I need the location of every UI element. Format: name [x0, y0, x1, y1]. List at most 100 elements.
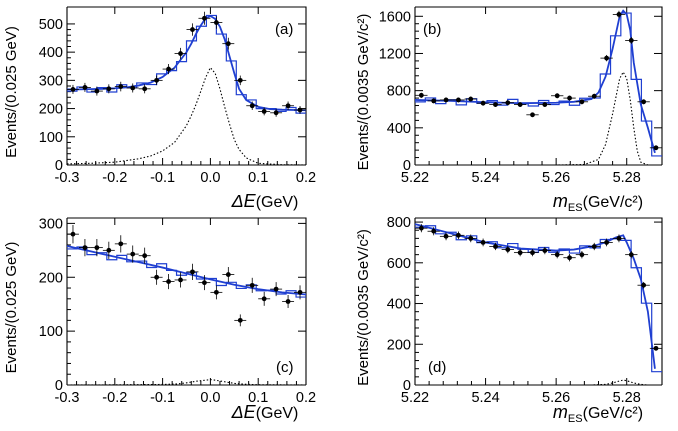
panel-label: (c): [276, 359, 294, 376]
data-marker: [118, 241, 124, 247]
y-tick-label: 400: [387, 121, 411, 137]
mc-histogram: [67, 14, 306, 114]
data-marker: [604, 240, 610, 245]
x-axis-title: mES(GeV/c²): [553, 402, 643, 425]
data-marker: [225, 41, 231, 47]
y-tick-label: 1600: [379, 9, 411, 25]
y-tick-label: 500: [39, 17, 63, 33]
y-axis-title: Events/(0.0035 GeV/c²): [355, 229, 372, 386]
data-marker: [418, 225, 424, 231]
data-point: [563, 95, 576, 101]
data-marker: [106, 86, 112, 92]
data-point: [246, 277, 259, 293]
data-marker: [480, 100, 486, 106]
x-axis-title: mES(GeV/c²): [553, 191, 643, 214]
data-marker: [443, 97, 449, 103]
data-point: [186, 263, 199, 280]
data-marker: [273, 286, 279, 292]
data-point: [501, 100, 514, 106]
data-point: [476, 100, 490, 106]
panel-label: (a): [275, 21, 293, 38]
data-point: [90, 239, 103, 257]
panel-label: (b): [423, 21, 441, 38]
x-tick-label: 5.24: [471, 390, 499, 406]
data-marker: [468, 96, 474, 102]
data-point: [78, 239, 91, 257]
data-marker: [591, 244, 597, 249]
mc-histogram: [415, 225, 662, 373]
frame-top-right: [415, 6, 663, 165]
data-point: [563, 254, 576, 262]
data-point: [588, 242, 601, 251]
data-point: [102, 241, 115, 259]
y-tick-label: 100: [39, 324, 63, 340]
data-point: [637, 99, 650, 105]
data-marker: [567, 255, 572, 261]
data-point: [246, 101, 259, 110]
data-marker: [94, 245, 100, 251]
data-marker: [142, 253, 148, 259]
frame-top-right: [415, 217, 663, 385]
data-marker: [297, 107, 303, 113]
data-marker: [213, 20, 219, 25]
data-marker: [591, 93, 597, 99]
data-marker: [178, 277, 183, 283]
data-marker: [604, 55, 610, 61]
data-point: [538, 102, 552, 107]
x-tick-label: 5.24: [471, 170, 499, 186]
data-point: [489, 102, 502, 107]
data-point: [464, 234, 477, 243]
data-point: [501, 245, 514, 254]
data-marker: [261, 296, 267, 302]
data-marker: [468, 235, 474, 241]
y-tick-label: 200: [39, 270, 63, 286]
fit-total-curve: [66, 245, 307, 296]
data-point: [427, 98, 440, 104]
x-tick-label: -0.2: [102, 170, 127, 186]
data-marker: [225, 272, 231, 277]
data-marker: [641, 282, 647, 288]
data-marker: [628, 252, 634, 258]
data-marker: [130, 251, 136, 257]
data-point: [270, 108, 283, 117]
x-tick-label: -0.3: [55, 170, 80, 186]
data-marker: [542, 248, 548, 253]
data-point: [649, 145, 663, 151]
y-tick-label: 300: [39, 216, 63, 232]
data-marker: [530, 250, 535, 256]
data-point: [174, 47, 187, 60]
panel-c: -0.3 -0.2 -0.1 0.0 0.1 0.2 0 100 200 300 Events/(0…: [3, 216, 316, 422]
fit-signal-curve: [415, 70, 649, 166]
data-point: [538, 246, 552, 255]
data-marker: [249, 282, 255, 288]
data-point: [600, 54, 613, 62]
data-marker: [616, 235, 622, 241]
data-marker: [273, 110, 279, 116]
data-point: [78, 82, 91, 92]
y-tick-label: 100: [39, 130, 63, 146]
data-point: [198, 11, 211, 25]
y-axis-title: Events/(0.025 GeV): [3, 242, 20, 374]
data-marker: [542, 102, 548, 107]
data-point: [513, 102, 527, 107]
data-marker: [628, 38, 634, 43]
x-axis-title: ΔE(GeV): [231, 402, 299, 422]
data-marker: [285, 299, 291, 304]
data-point: [415, 224, 428, 233]
data-point: [126, 83, 139, 93]
y-tick-label: 200: [387, 337, 411, 353]
data-point: [174, 272, 187, 288]
x-axis-unit: (GeV): [256, 405, 299, 422]
y-axis-title: Events/(0.0035 GeV/c²): [355, 14, 372, 171]
fit-signal-curve: [415, 379, 648, 386]
x-axis-subscript: ES: [568, 202, 583, 214]
data-point: [258, 291, 271, 306]
data-marker: [443, 233, 449, 239]
data-point: [114, 81, 127, 92]
data-point: [210, 16, 223, 29]
data-point: [294, 106, 306, 114]
data-marker: [154, 77, 160, 83]
data-marker: [567, 95, 572, 101]
x-tick-label: 5.28: [613, 390, 641, 406]
